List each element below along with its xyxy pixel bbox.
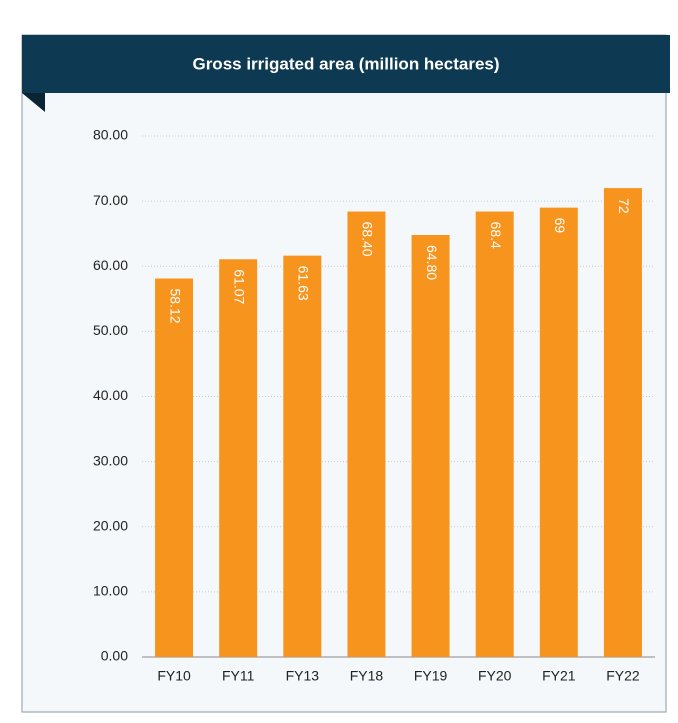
x-tick-label: FY11 [222, 668, 255, 684]
x-tick-label: FY18 [350, 668, 384, 684]
x-tick-label: FY13 [286, 668, 320, 684]
y-tick-label: 20.00 [93, 517, 128, 533]
bar [347, 211, 386, 658]
x-tick-label: FY20 [478, 668, 512, 684]
data-label: 72 [616, 198, 632, 214]
data-label: 58.12 [167, 288, 183, 323]
x-tick-label: FY10 [157, 668, 191, 684]
y-tick-label: 10.00 [93, 583, 128, 599]
bar [603, 188, 642, 657]
y-tick-label: 50.00 [93, 322, 128, 338]
y-tick-label: 70.00 [93, 192, 128, 208]
title-banner [22, 35, 670, 93]
data-label: 68.4 [488, 222, 504, 249]
y-tick-label: 0.00 [101, 648, 128, 664]
chart-title: Gross irrigated area (million hectares) [192, 54, 499, 73]
bar [475, 211, 514, 658]
data-label: 69 [552, 218, 568, 234]
bar [155, 278, 194, 657]
bar [411, 234, 450, 658]
x-tick-label: FY19 [414, 668, 448, 684]
x-tick-label: FY22 [606, 668, 640, 684]
y-tick-label: 40.00 [93, 387, 128, 403]
data-label: 61.63 [296, 266, 312, 301]
data-label: 64.80 [424, 245, 440, 280]
data-label: 61.07 [231, 269, 247, 304]
y-tick-label: 80.00 [93, 127, 128, 143]
y-tick-label: 30.00 [93, 452, 128, 468]
bar [539, 207, 578, 657]
bar [283, 255, 322, 657]
bar [219, 259, 258, 657]
data-label: 68.40 [360, 222, 376, 257]
y-tick-label: 60.00 [93, 257, 128, 273]
x-tick-label: FY21 [542, 668, 576, 684]
banner-fold [22, 93, 45, 112]
